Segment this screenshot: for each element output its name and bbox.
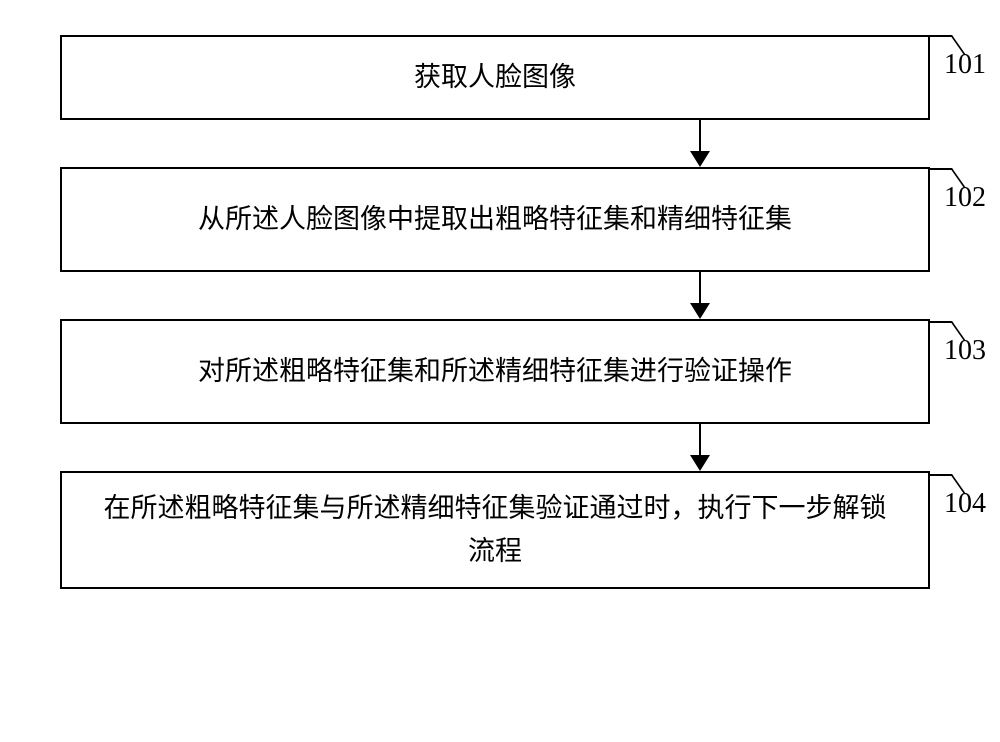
label-101: 101 — [944, 49, 986, 81]
arrow-line — [699, 272, 701, 304]
arrow-head — [690, 455, 710, 471]
label-103: 103 — [944, 335, 986, 367]
arrow-line — [699, 424, 701, 456]
step-102-text: 从所述人脸图像中提取出粗略特征集和精细特征集 — [198, 198, 792, 241]
step-101-text: 获取人脸图像 — [414, 56, 576, 99]
arrow-head — [690, 303, 710, 319]
step-103-text: 对所述粗略特征集和所述精细特征集进行验证操作 — [198, 350, 792, 393]
step-104-text: 在所述粗略特征集与所述精细特征集验证通过时，执行下一步解锁流程 — [92, 487, 898, 573]
step-101-box: 获取人脸图像 — [60, 35, 930, 120]
step-104-box: 在所述粗略特征集与所述精细特征集验证通过时，执行下一步解锁流程 — [60, 471, 930, 589]
label-104: 104 — [944, 488, 986, 520]
arrow-head — [690, 151, 710, 167]
step-102-box: 从所述人脸图像中提取出粗略特征集和精细特征集 — [60, 167, 930, 272]
arrow-102-103 — [470, 272, 930, 319]
step-103-box: 对所述粗略特征集和所述精细特征集进行验证操作 — [60, 319, 930, 424]
arrow-line — [699, 120, 701, 152]
label-102: 102 — [944, 182, 986, 214]
arrow-103-104 — [470, 424, 930, 471]
flowchart-container: 获取人脸图像 从所述人脸图像中提取出粗略特征集和精细特征集 对所述粗略特征集和所… — [60, 35, 930, 589]
arrow-101-102 — [470, 120, 930, 167]
